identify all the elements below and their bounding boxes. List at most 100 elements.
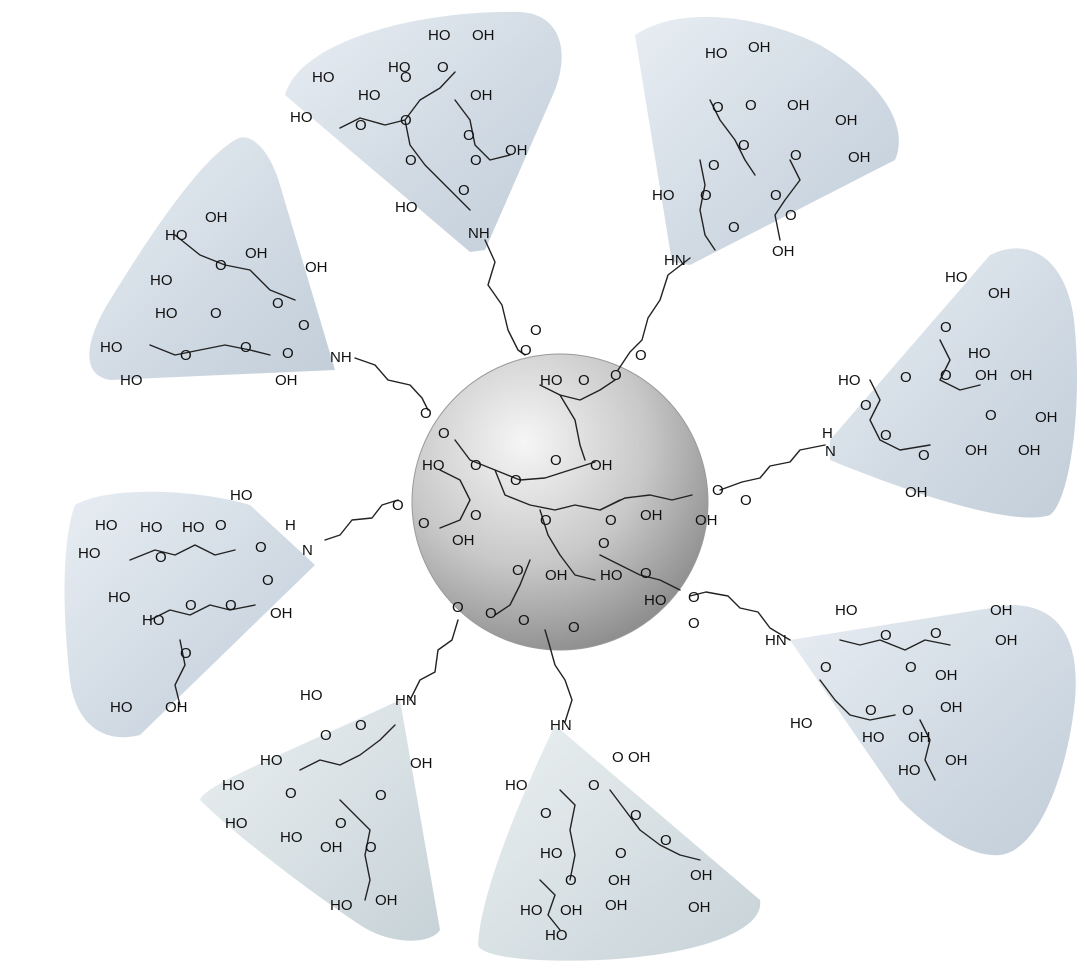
atom-label-hydroxyl: HO (862, 729, 885, 746)
atom-label-hydroxyl: HO (545, 927, 568, 944)
atom-label-hydroxyl-r: OH (772, 243, 795, 260)
atom-label-hydroxyl-r: OH (965, 442, 988, 459)
atom-label-oxygen: O (405, 152, 417, 169)
atom-label-oxygen: O (745, 97, 757, 114)
atom-label-hydroxyl-r: OH (165, 699, 188, 716)
atom-label-hydroxyl-r: OH (905, 484, 928, 501)
atom-label-oxygen: O (640, 565, 652, 582)
atom-label-hydroxyl: HO (142, 612, 165, 629)
atom-label-oxygen: O (298, 317, 310, 334)
atom-label-amine: NH (330, 349, 352, 366)
atom-label-hydroxyl-r: OH (452, 532, 475, 549)
dendron-cone-left-upper (89, 137, 336, 380)
atom-label-hydrogen: H (285, 517, 296, 534)
atom-label-oxygen: O (820, 659, 832, 676)
atom-label-hydroxyl-r: OH (688, 899, 711, 916)
dendron-bond (609, 789, 701, 861)
dendron-bond (174, 234, 296, 301)
core-bond (599, 554, 681, 591)
atom-label-hydroxyl-r: OH (270, 605, 293, 622)
atom-label-oxygen: O (470, 457, 482, 474)
dendron-bond (539, 879, 561, 931)
atom-label-hydroxyl-r: OH (320, 839, 343, 856)
atom-label-oxygen: O (458, 182, 470, 199)
atom-label-hydroxyl-r: OH (375, 892, 398, 909)
atom-label-hydroxyl-r: OH (205, 209, 228, 226)
atom-label-hydroxyl-r: OH (848, 149, 871, 166)
atom-label-hydroxyl: HO (108, 589, 131, 606)
linker-bond-bottom-left (409, 619, 459, 701)
atom-label-oxygen: O (605, 512, 617, 529)
atom-label-oxygen: O (880, 427, 892, 444)
dendron-bond (919, 719, 936, 781)
linker-bond-top-right (617, 257, 691, 371)
atom-label-oxygen: O (155, 549, 167, 566)
atom-label-hydrogen: H (822, 425, 833, 442)
atom-label-hydroxyl-r: OH (590, 457, 613, 474)
core-bond (559, 394, 586, 461)
atom-label-hydroxyl: HO (165, 227, 188, 244)
atom-label-oxygen: O (452, 599, 464, 616)
atom-label-oxygen: O (860, 397, 872, 414)
core-bond (494, 559, 531, 616)
atom-label-hydroxyl-r: OH (835, 112, 858, 129)
atom-label-hydroxyl-r: OH (275, 372, 298, 389)
atom-label-hydroxyl-r: OH (560, 902, 583, 919)
atom-label-hydroxyl-r: OH (608, 872, 631, 889)
atom-label-hydroxyl-r: OH (505, 142, 528, 159)
dendron-bond (839, 639, 951, 651)
atom-label-hydroxyl-r: OH (945, 752, 968, 769)
atom-label-hydroxyl: HO (422, 457, 445, 474)
atom-label-oxygen: O (902, 702, 914, 719)
atom-label-oxygen: O (940, 367, 952, 384)
atom-label-hydroxyl: HO (388, 59, 411, 76)
atom-label-hydroxyl: HO (790, 715, 813, 732)
atom-label-hydroxyl: HO (110, 699, 133, 716)
linker-bond-left-middle (324, 499, 399, 541)
atom-label-oxygen: O (470, 507, 482, 524)
dendron-bond (174, 639, 186, 706)
atom-label-hydroxyl: HO (835, 602, 858, 619)
core-bond (539, 379, 616, 401)
atom-label-oxygen: O (770, 187, 782, 204)
atom-label-oxygen: O (688, 589, 700, 606)
atom-label-hydroxyl-r: OH (988, 285, 1011, 302)
atom-label-oxygen: O (418, 515, 430, 532)
dendron-bond (404, 119, 471, 211)
core-bond (454, 439, 596, 481)
atom-label-hydroxyl: HO (600, 567, 623, 584)
atom-label-hydroxyl-r: OH (940, 699, 963, 716)
atom-label-oxygen: O (225, 597, 237, 614)
atom-label-hydroxyl-r: OH (640, 507, 663, 524)
atom-label-hydroxyl: HO (155, 305, 178, 322)
atom-label-oxygen: O (400, 69, 412, 86)
atom-label-oxygen: O (180, 645, 192, 662)
atom-label-oxygen: O (510, 472, 522, 489)
atom-label-oxygen: O (470, 152, 482, 169)
atom-label-oxygen: O (740, 492, 752, 509)
atom-label-hydroxyl: HO (330, 897, 353, 914)
atom-label-oxygen: O (400, 112, 412, 129)
atom-label-hydroxyl-r: OH (990, 602, 1013, 619)
atom-label-oxygen: O (880, 627, 892, 644)
atom-label-oxygen: O (463, 127, 475, 144)
dendron-bond (454, 99, 511, 161)
atom-label-hydroxyl-r: OH (1018, 442, 1041, 459)
atom-label-hydroxyl: HO (358, 87, 381, 104)
core-bond (539, 509, 596, 581)
atom-label-oxygen: O (738, 137, 750, 154)
core-bond (599, 494, 693, 511)
atom-label-hydroxyl: HO (300, 687, 323, 704)
atom-label-hydroxyl-r: OH (690, 867, 713, 884)
dendron-bond (339, 799, 371, 901)
atom-label-oxygen: O (285, 785, 297, 802)
dendron-bond (149, 344, 271, 356)
dendron-bond (939, 339, 981, 391)
atom-label-hydroxyl-r: OH (748, 39, 771, 56)
atom-label-oxygen: O (520, 342, 532, 359)
atom-label-oxygen: O (282, 345, 294, 362)
dendron-cone-bottom (478, 725, 761, 961)
atom-label-hydroxyl: HO (140, 519, 163, 536)
atom-label-oxygen: O (905, 659, 917, 676)
atom-label-oxygen: O (365, 839, 377, 856)
